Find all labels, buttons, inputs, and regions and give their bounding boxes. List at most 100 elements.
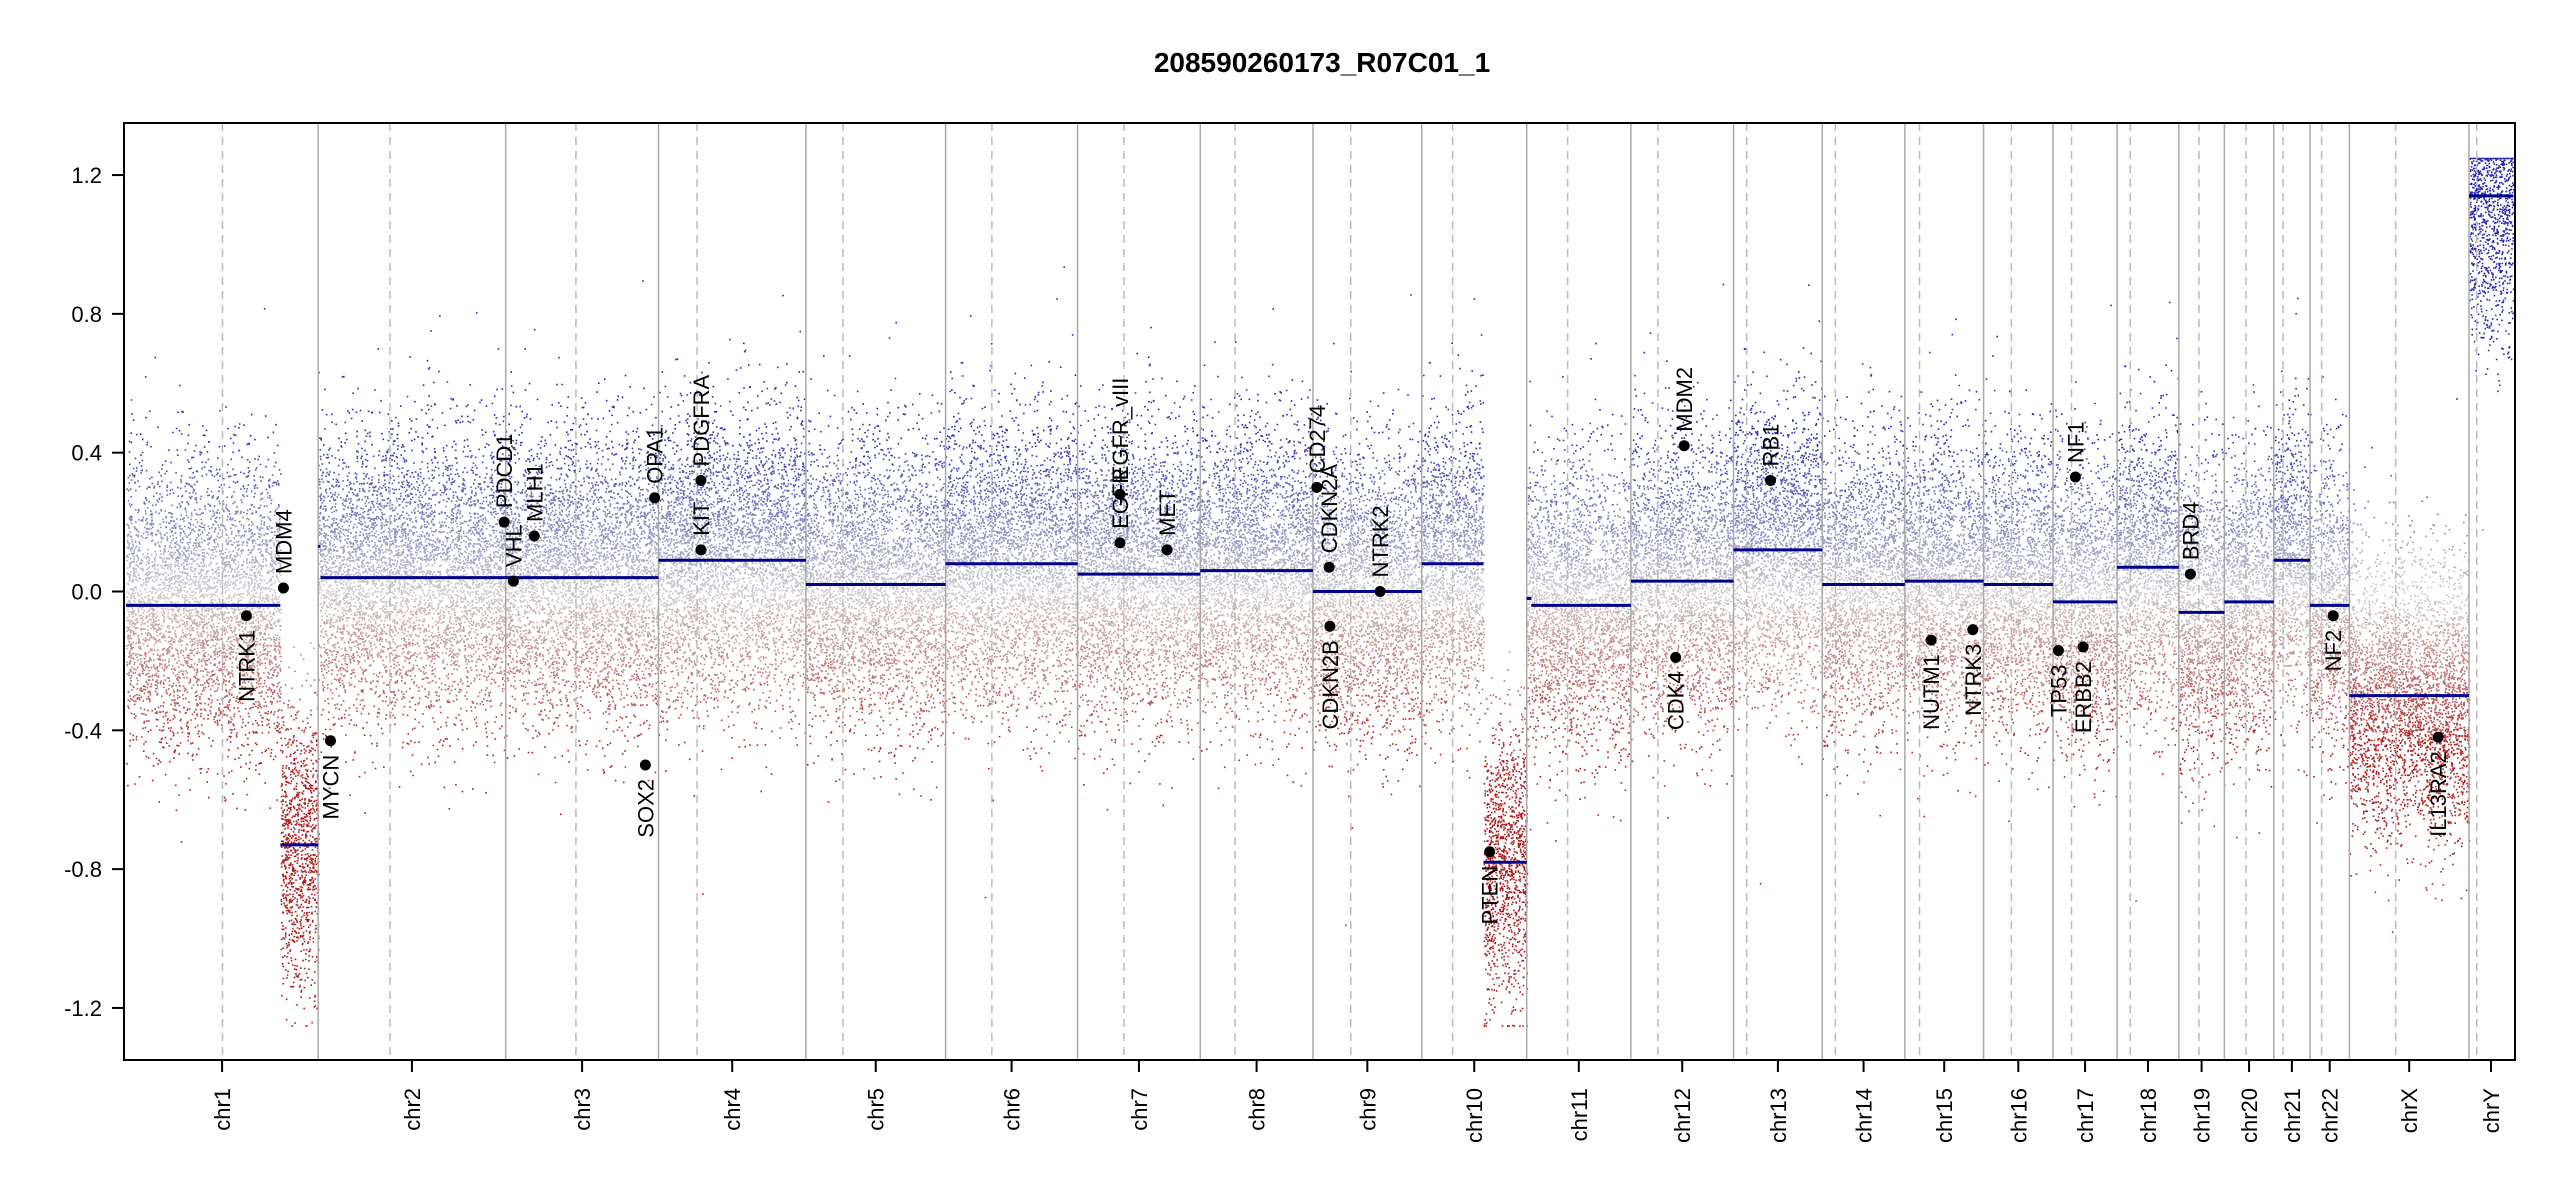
probe-point-group [143,742,2470,746]
probe-point-group [139,590,2423,593]
gene-point [2077,641,2089,653]
probe-point-group [133,552,2326,555]
probe-point-group [142,611,2470,615]
probe-point-group [133,594,2460,598]
probe-point-group [133,621,2401,624]
probe-point-group [241,455,2303,459]
probe-point-group [212,739,2447,742]
probe-point-group [127,540,2414,544]
probe-point-group [134,623,2461,626]
probe-point-group [129,463,2333,466]
gene-label: SOX2 [633,779,658,838]
probe-point-group [129,732,2444,735]
probe-point-group [127,573,2398,575]
probe-point-group [127,533,2367,536]
probe-point-group [162,725,2457,729]
probe-point-group [130,642,2440,646]
probe-point-group [150,523,2436,527]
probe-point-group [130,679,2466,682]
probe-point-group [137,479,2335,482]
chromosome-label: chr20 [2237,1088,2262,1143]
probe-point-group [254,687,2459,690]
probe-point-group [143,691,2468,695]
gene-point [1311,481,1323,493]
probe-point-group [145,496,2428,499]
probe-point-group [129,654,2464,657]
probe-point-group [140,465,2316,468]
chromosome-label: chrX [2397,1088,2422,1134]
probe-point-group [147,486,2309,489]
probe-point-group [155,491,2258,495]
probe-point-group [134,591,2365,595]
probe-point-group [310,740,2470,743]
probe-point-group [131,607,2434,610]
probe-point-group [149,477,2330,480]
probe-point-group [127,626,2467,630]
chromosome-label: chr7 [1127,1088,1152,1131]
gene-point [639,759,651,771]
probe-point-group [132,467,2331,470]
probe-point-group [136,656,2438,659]
probe-point-group [131,580,2448,584]
chromosome-label: chr19 [2190,1088,2215,1143]
probe-point-group [141,438,2322,441]
probe-point-group [135,528,2484,532]
probe-point-group [135,469,2334,473]
probe-point-group [129,694,2459,698]
probe-point-group [138,639,2471,642]
gene-point [2184,568,2196,580]
chromosome-label: chr6 [1000,1088,1025,1131]
probe-point-group [157,682,2445,685]
probe-point-group [137,673,2464,676]
probe-point-group [142,638,2460,641]
probe-point-group [128,451,2302,454]
probe-point-group [133,600,2463,604]
chromosome-label: chr10 [1462,1088,1487,1143]
probe-point-group [146,499,2318,502]
probe-point-group [144,497,2349,500]
probe-point-group [150,445,2161,448]
probe-point-group [195,444,2330,447]
probe-point-group [129,631,2460,634]
probe-point-group [128,674,2451,677]
gene-label: EGFR_vIII [1108,378,1133,481]
probe-point-group [129,597,2468,600]
probe-point-group [128,503,2355,506]
gene-label: VHL [501,524,526,567]
probe-point-group [144,537,2317,540]
probe-point-group [193,450,2286,453]
gene-point [2052,644,2064,656]
probe-point-group [127,705,2463,708]
probe-point-group [130,495,2329,498]
probe-point-group [136,683,2455,686]
probe-point-group [142,688,2469,691]
probe-point-group [128,553,2455,556]
probe-point-group [133,569,2462,572]
gene-label: TP53 [2046,664,2071,717]
probe-point-group [130,515,2410,518]
probe-point-group [136,693,2470,697]
chromosome-label: chr3 [570,1088,595,1131]
gene-point [2327,610,2339,622]
y-tick-label: 0.4 [71,441,102,466]
probe-point-group [130,629,2464,632]
probe-point-group [130,157,2515,438]
probe-point-group [131,698,2471,701]
probe-point-group [127,636,2467,640]
probe-point-group [135,735,2470,739]
gene-label: PDGFRA [689,374,714,466]
probe-point-group [126,630,2462,633]
probe-point-group [133,555,2466,558]
probe-point-group [130,670,2462,673]
probe-point-group [136,529,2344,533]
gene-label: CDK4 [1664,671,1689,730]
probe-point-group [126,582,2457,586]
chromosome-label: chr14 [1852,1088,1877,1143]
probe-point-group [166,741,2470,745]
probe-point-group [162,716,2461,719]
gene-point [498,516,510,528]
probe-point-group [127,610,2448,614]
gene-point [695,474,707,486]
probe-point-group [126,572,2467,575]
chromosome-label: chr5 [864,1088,889,1131]
